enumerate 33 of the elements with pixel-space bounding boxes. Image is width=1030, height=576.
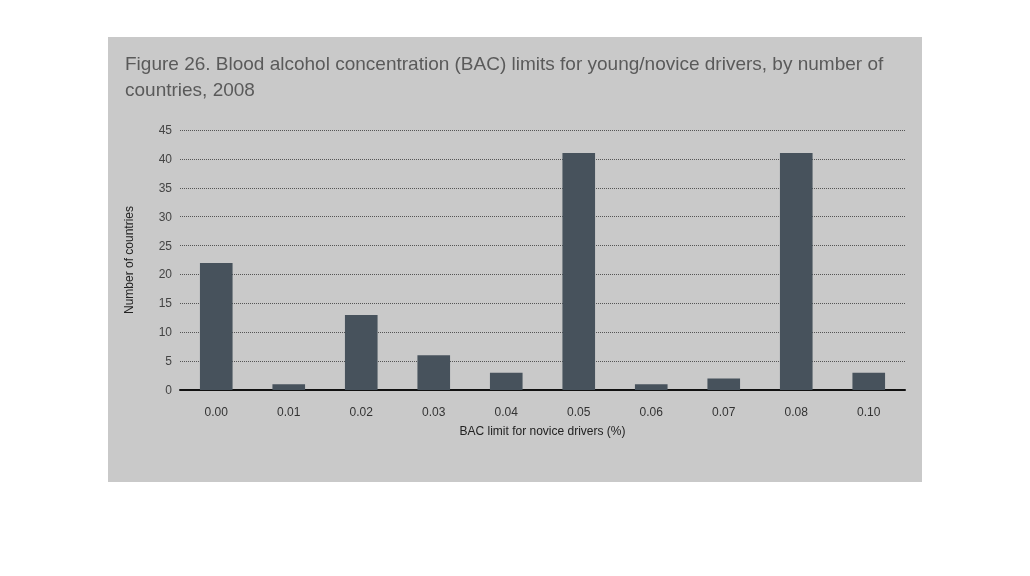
bar	[634, 384, 668, 390]
bar	[852, 372, 886, 390]
x-tick-label: 0.01	[277, 405, 301, 419]
y-tick-label: 0	[165, 383, 173, 397]
x-tick-label: 0.02	[349, 405, 374, 419]
y-tick-label: 5	[165, 354, 173, 369]
y-tick-label: 40	[158, 151, 173, 166]
x-tick-label: 0.04	[494, 405, 519, 419]
bar	[562, 153, 596, 390]
x-tick-label: 0.05	[567, 405, 591, 419]
bar	[417, 355, 451, 390]
x-axis-title: BAC limit for novice drivers (%)	[459, 424, 626, 438]
chart-title: Figure 26. Blood alcohol concentration (BAC) limits for young/novice drivers, by number of countries, 2008	[125, 52, 889, 100]
x-tick-label: 0.06	[639, 405, 664, 419]
bar	[272, 384, 306, 390]
y-tick-label: 15	[158, 296, 173, 311]
x-tick-label: 0.10	[857, 405, 881, 419]
x-tick-label: 0.03	[422, 405, 446, 419]
y-tick-label: 30	[158, 209, 173, 224]
bar	[707, 378, 741, 390]
y-tick-label: 25	[158, 238, 173, 253]
y-tick-label: 35	[158, 180, 173, 195]
y-tick-label: 10	[158, 325, 173, 340]
x-tick-label: 0.00	[204, 405, 229, 419]
x-tick-label: 0.08	[784, 405, 809, 419]
bar	[344, 314, 378, 390]
bar	[489, 372, 523, 390]
y-tick-label: 20	[158, 267, 173, 282]
bar	[779, 153, 813, 390]
y-axis-title: Number of countries	[122, 205, 136, 315]
y-tick-label: 45	[158, 123, 173, 137]
bar	[199, 262, 233, 390]
x-tick-label: 0.07	[712, 405, 736, 419]
